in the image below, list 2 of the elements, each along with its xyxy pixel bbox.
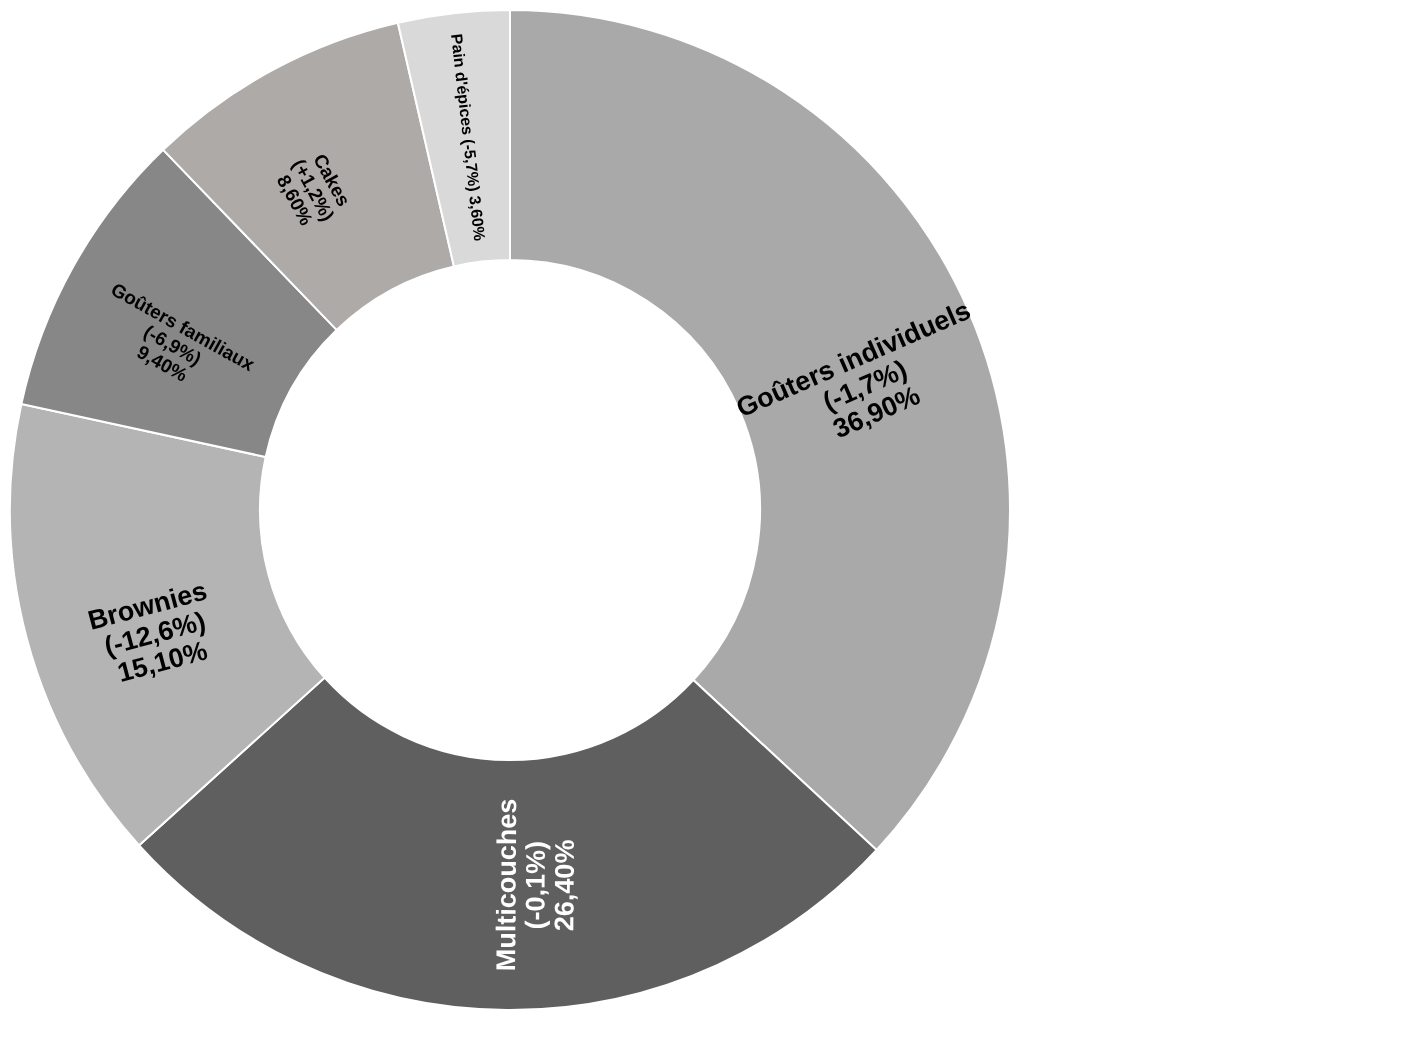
slice-label: Pain d'épices (-5,7%) 3,60%	[447, 32, 489, 242]
slice-label: Multicouches (-0,1%)	[491, 798, 551, 972]
